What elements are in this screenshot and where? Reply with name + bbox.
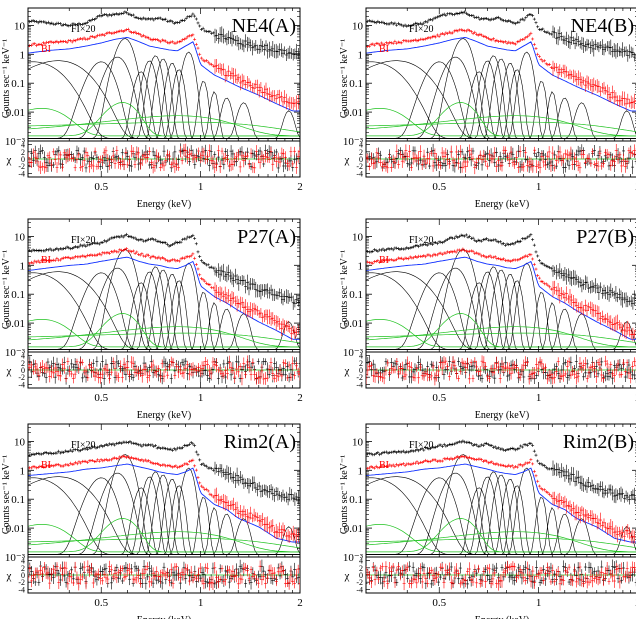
x-tick-label: 2 [297, 181, 303, 193]
thermal-component-curve [28, 115, 300, 137]
y-tick-label: 0.01 [344, 107, 363, 119]
resid-tick-label: -2 [356, 162, 363, 171]
thermal-component-curve [28, 326, 300, 348]
y-axis-label: Counts sec⁻¹ keV⁻¹ [339, 39, 350, 118]
resid-tick-label: 2 [21, 148, 25, 157]
residual-axis-label: χ [344, 154, 350, 166]
model-curve [28, 256, 300, 340]
thermal-component-curve [366, 326, 636, 348]
y-tick-label: 10⁻³ [5, 347, 26, 359]
line-component-curve [366, 313, 636, 350]
x-tick-label: 1 [198, 181, 204, 193]
resid-tick-label: 4 [21, 141, 25, 150]
bi-label: BI [41, 255, 51, 266]
residual-axis-label: χ [6, 154, 12, 166]
fi-label: FI×20 [71, 24, 96, 35]
line-component-curve [366, 321, 636, 350]
y-tick-label: 1 [20, 49, 26, 61]
line-component-curve [366, 110, 636, 139]
x-axis-label: Energy (keV) [137, 410, 192, 421]
x-tick-label: 2 [297, 392, 303, 404]
y-tick-label: 0.01 [6, 107, 25, 119]
resid-tick-label: -2 [18, 373, 25, 382]
y-axis-label: Counts sec⁻¹ keV⁻¹ [1, 39, 12, 118]
resid-tick-label: -4 [356, 169, 363, 178]
y-tick-label: 10 [14, 20, 26, 32]
x-tick-label: 0.5 [94, 181, 108, 193]
resid-tick-label: -4 [18, 380, 25, 389]
plot-area [366, 233, 636, 350]
resid-tick-label: -2 [18, 162, 25, 171]
line-component-curve [366, 249, 636, 350]
x-axis-label: Energy (keV) [475, 199, 530, 210]
thermal-component-curve [28, 332, 300, 344]
resid-tick-label: 4 [21, 352, 25, 361]
y-axis-label: Counts sec⁻¹ keV⁻¹ [1, 250, 12, 329]
fi-label: FI×20 [71, 235, 96, 246]
y-tick-label: 10 [352, 231, 364, 243]
bi-label: BI [379, 44, 389, 55]
y-tick-label: 10 [352, 20, 364, 32]
y-tick-label: 0.1 [349, 78, 363, 90]
panel-title: NE4(A) [232, 15, 296, 37]
thermal-component-curve [366, 121, 636, 132]
resid-tick-label: 4 [359, 141, 363, 150]
panel-title: P27(A) [237, 226, 296, 248]
x-tick-label: 0.5 [94, 392, 108, 404]
y-tick-label: 10 [14, 231, 26, 243]
resid-tick-label: 0 [21, 366, 25, 375]
x-tick-label: 1 [198, 392, 204, 404]
y-tick-label: 1 [358, 49, 364, 61]
resid-tick-label: 0 [359, 155, 363, 164]
line-component-curve [28, 61, 300, 139]
resid-tick-label: -4 [18, 169, 25, 178]
y-tick-label: 1 [20, 260, 26, 272]
y-tick-label: 0.01 [6, 318, 25, 330]
plot-area [28, 10, 300, 139]
thermal-component-curve [28, 313, 300, 348]
plot-area [366, 10, 636, 139]
residual-area [28, 355, 300, 386]
y-tick-label: 0.1 [11, 289, 25, 301]
line-component-curve [28, 69, 300, 139]
model-curve [28, 37, 300, 112]
bi-label: BI [41, 44, 51, 55]
y-tick-label: 0.1 [11, 78, 25, 90]
y-tick-label: 10⁻³ [343, 136, 364, 148]
x-tick-label: 0.5 [432, 181, 446, 193]
line-component-curve [366, 102, 636, 139]
model-curve [366, 256, 636, 340]
y-tick-label: 10⁻³ [5, 136, 26, 148]
thermal-component-curve [28, 121, 300, 133]
residual-area [28, 143, 300, 175]
thermal-component-curve [366, 102, 636, 137]
fi-label: FI×20 [409, 24, 434, 35]
spectrum-panel: 1010.10.0110⁻³0.512420-2-4NE4(B)FI×20BIE… [339, 7, 636, 210]
resid-tick-label: 2 [359, 148, 363, 157]
spectrum-panel: 1010.10.0110⁻³0.512420-2-4P27(B)FI×20BIE… [339, 218, 636, 421]
residual-area [366, 143, 636, 175]
line-component-curve [28, 110, 300, 139]
line-component-curve [28, 321, 300, 350]
thermal-component-curve [366, 332, 636, 343]
model-curve [366, 37, 636, 112]
resid-tick-label: 0 [21, 155, 25, 164]
x-tick-label: 1 [536, 181, 542, 193]
panel-title: NE4(B) [571, 15, 634, 37]
thermal-component-curve [366, 115, 636, 137]
thermal-component-curve [28, 102, 300, 137]
resid-tick-label: 2 [21, 359, 25, 368]
line-component-curve [28, 292, 300, 350]
plot-area [28, 232, 300, 350]
residual-axis-label: χ [6, 365, 12, 377]
x-axis-label: Energy (keV) [137, 199, 192, 210]
thermal-component-curve [366, 313, 636, 348]
